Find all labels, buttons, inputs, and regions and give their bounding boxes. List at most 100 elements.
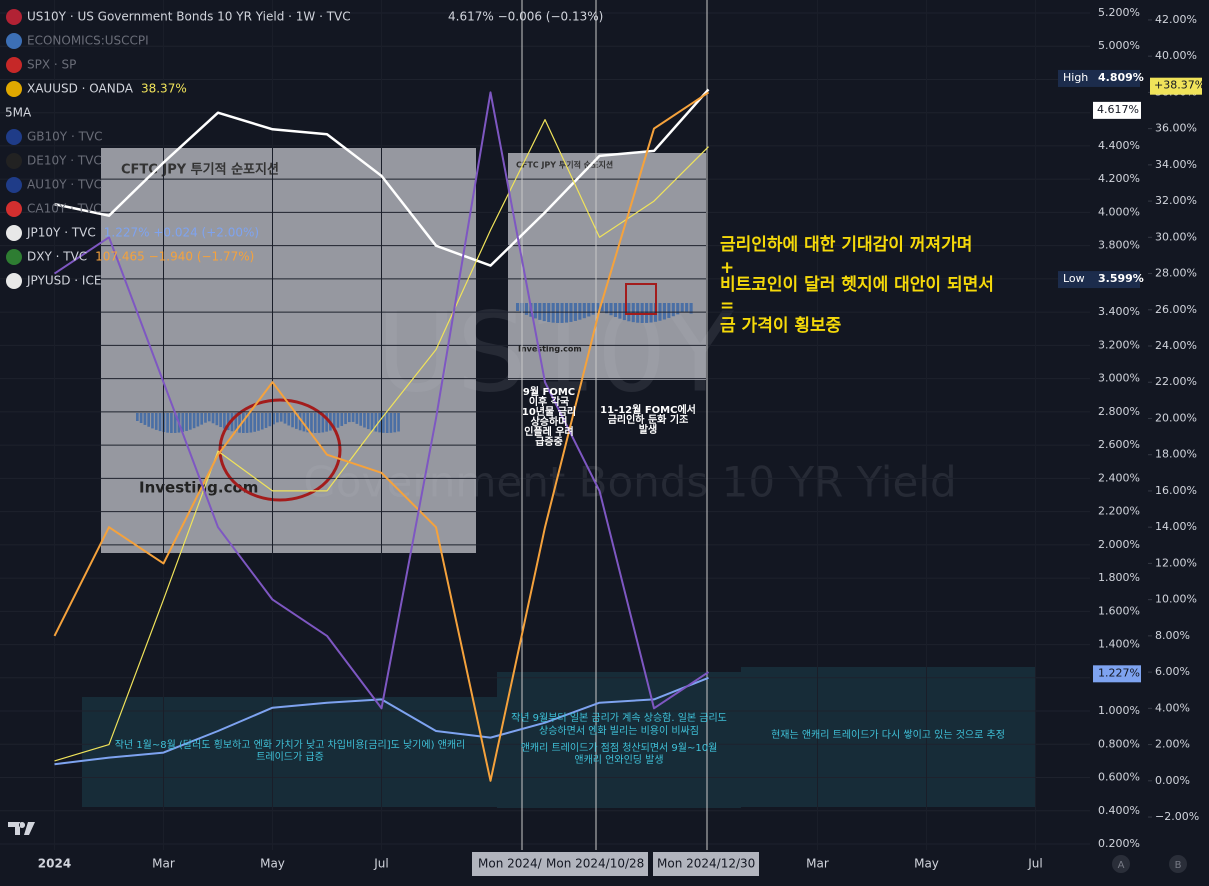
y-tick-label: 1.000% [1098,704,1140,717]
inset-bar [636,303,640,323]
inset-bar [516,303,520,311]
inset-bar [389,413,393,433]
inset-bar [283,413,287,424]
y2-tick-label: 32.00% [1155,194,1197,207]
y-tick-label: 2.400% [1098,471,1140,484]
headline: + [720,258,734,278]
legend-value: 38.37% [141,82,187,96]
y2-tick-label: 42.00% [1155,13,1197,26]
inset-title: CFTC JPY 투기적 순포지션 [121,162,279,178]
y-tick-label: 3.000% [1098,372,1140,385]
inset-bar [136,413,139,421]
box-note: 작년 1월~8월 (달러도 횡보하고 엔화 가치가 낮고 차입비용[금리]도 낮… [115,738,466,751]
legend-name[interactable]: DXY · TVC [27,250,87,264]
crosshair-label: Mon 2024/09 [478,857,557,871]
legend-name[interactable]: 5MA [5,106,32,120]
legend-name[interactable]: AU10Y · TVC [27,178,102,192]
inset-bar [685,303,689,312]
x-tick-label: May [260,857,285,871]
inset-bar [200,413,204,425]
legend-name[interactable]: US10Y · US Government Bonds 10 YR Yield … [27,10,351,24]
legend-name[interactable]: JPYUSD · ICE [26,274,101,288]
x-tick-label: Jul [373,857,388,871]
legend-name[interactable]: SPX · SP [27,58,76,72]
y2-tick-label: 10.00% [1155,593,1197,606]
headline: 비트코인이 달러 헷지에 대안이 되면서 [720,274,994,295]
inset-bar [671,303,675,317]
inset-bar [596,303,600,313]
y2-tick-label: 16.00% [1155,484,1197,497]
inset-bar [564,303,569,323]
inset-bar [204,413,207,423]
inset-bar [298,413,302,431]
series-line [54,119,709,762]
legend-icon [6,9,22,25]
axis-button-label[interactable]: A [1118,860,1125,871]
inset-bar [551,303,555,323]
legend-name[interactable]: XAUUSD · OANDA [27,82,134,96]
axis-button[interactable] [1169,855,1187,873]
y2-tick-label: 0.00% [1155,774,1190,787]
note-box [82,697,497,807]
price-badge [1150,77,1202,95]
axis-button[interactable] [1112,855,1130,873]
inset-bar [325,413,328,432]
crosshair-label-bg [653,852,759,876]
y-tick-label: 5.000% [1098,39,1140,52]
inset-bar [189,413,192,430]
inset-bar [524,303,529,315]
headline: 금리인하에 대한 기대감이 꺼져가며 [720,235,972,255]
legend-name[interactable]: GB10Y · TVC [27,130,103,144]
inset-bar [166,413,169,433]
y-tick-label: 1.800% [1098,571,1140,584]
legend-icon [6,273,22,289]
y2-tick-label: 34.00% [1155,158,1197,171]
y2-tick-label: 40.00% [1155,49,1197,62]
inset-bar [181,413,185,432]
inset-bar [226,413,230,431]
legend-icon [6,33,22,49]
inset-bar [351,413,355,422]
inset-title: CFTC JPY 투기적 순포지션 [516,160,613,170]
headline: = [720,296,734,316]
y-tick-label: 1.400% [1098,638,1140,651]
x-tick-label: May [914,857,939,871]
y-tick-label: 3.800% [1098,239,1140,252]
legend-icon [6,225,22,241]
inset-bar [173,413,177,433]
inset-bar [260,413,264,430]
note: 인플레 우려 [524,425,573,438]
inset-bar [276,413,279,423]
legend-icon [6,249,22,265]
inset-bar [662,303,666,320]
inset-bar [378,413,381,433]
inset-bar [291,413,294,428]
highlight-box [625,283,657,315]
legend-name[interactable]: DE10Y · TVC [27,154,102,168]
inset-bar [170,413,173,433]
box-note: 작년 9월부터 일본 금리가 계속 상승함. 일본 금리도 [511,712,727,724]
inset-bar [348,413,351,423]
y2-tick-label: 30.00% [1155,230,1197,243]
axis-button-label[interactable]: B [1175,860,1182,871]
box-note: 앤캐리 언와인딩 발생 [574,754,663,766]
legend-name[interactable]: ECONOMICS:USCCPI [27,34,149,48]
inset-bar [609,303,613,316]
y2-tick-label: 24.00% [1155,339,1197,352]
inset-bar [302,413,306,432]
inset-bar [355,413,359,424]
inset-bar [272,413,275,425]
inset-bar [279,413,283,422]
y-tick-label: 2.000% [1098,538,1140,551]
price-label: +38.37% [1154,79,1205,92]
legend-name[interactable]: CA10Y · TVC [27,202,102,216]
box-note: 현재는 앤캐리 트레이드가 다시 쌓이고 있는 것으로 추정 [771,729,1005,741]
note-box [741,667,1035,807]
badge-value: 3.599% [1098,272,1144,285]
layer [53,0,710,850]
y2-tick-label: 20.00% [1155,411,1197,424]
inset-bar [154,413,158,430]
inset-bar [223,413,226,429]
inset-bar [253,413,257,432]
legend-name[interactable]: JP10Y · TVC [26,226,96,240]
